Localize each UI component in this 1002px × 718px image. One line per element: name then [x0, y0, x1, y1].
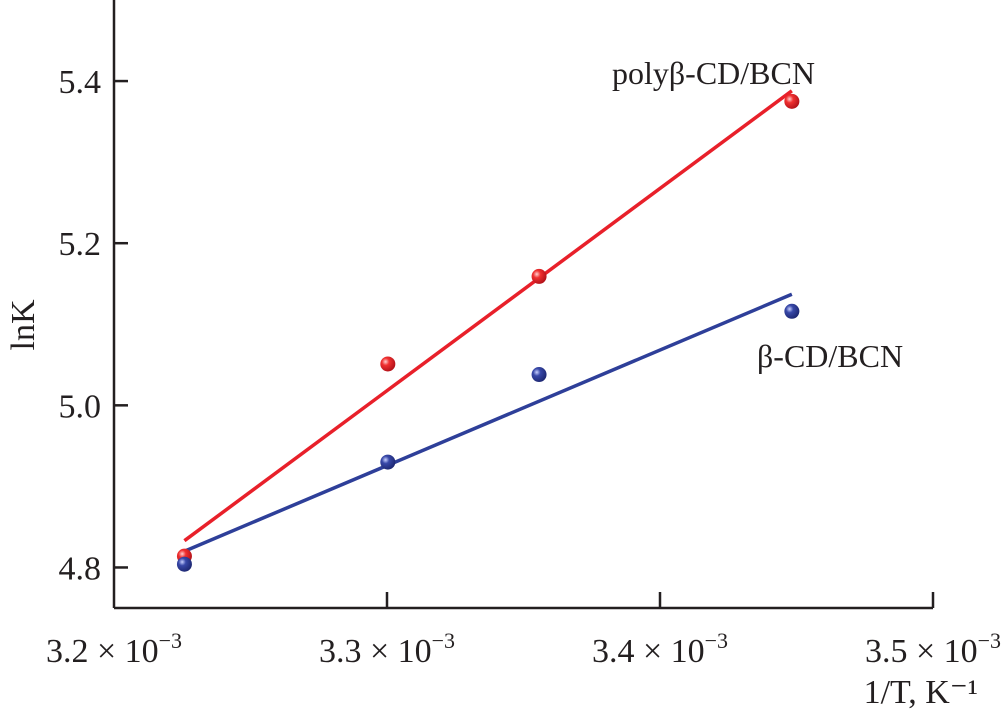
data-points [176, 93, 800, 572]
y-tick-label: 4.8 [59, 550, 102, 587]
series-label-poly-beta-cd-bcn: polyβ-CD/BCN [612, 55, 815, 91]
x-tick-label: 3.2 × 10−3 [46, 628, 182, 670]
fit-line-beta-cd-bcn [183, 292, 793, 553]
y-tick-label: 5.0 [59, 388, 102, 425]
x-tick-label: 3.3 × 10−3 [319, 628, 455, 670]
fit-line-poly-beta-cd-bcn [183, 89, 793, 543]
data-point-beta-cd-bcn [531, 367, 547, 383]
x-axis-label: 1/T, K⁻¹ [864, 674, 978, 711]
fit-lines [183, 89, 793, 553]
y-tick-label: 5.4 [59, 64, 102, 101]
x-tick-label: 3.4 × 10−3 [592, 628, 728, 670]
y-tick-label: 5.2 [59, 226, 102, 263]
data-point-poly-beta-cd-bcn [380, 356, 396, 372]
axes [112, 0, 933, 610]
data-point-poly-beta-cd-bcn [784, 93, 800, 109]
data-point-beta-cd-bcn [176, 556, 192, 572]
x-tick-label: 3.5 × 10−3 [865, 628, 1001, 670]
y-axis-label: lnK [5, 299, 42, 350]
data-point-beta-cd-bcn [380, 454, 396, 470]
series-label-beta-cd-bcn: β-CD/BCN [757, 338, 903, 374]
ticks: 3.2 × 10−3 3.3 × 10−3 3.4 × 10−3 3.5 × 10−3… [46, 64, 1001, 670]
data-point-beta-cd-bcn [784, 303, 800, 319]
data-point-poly-beta-cd-bcn [531, 268, 547, 284]
